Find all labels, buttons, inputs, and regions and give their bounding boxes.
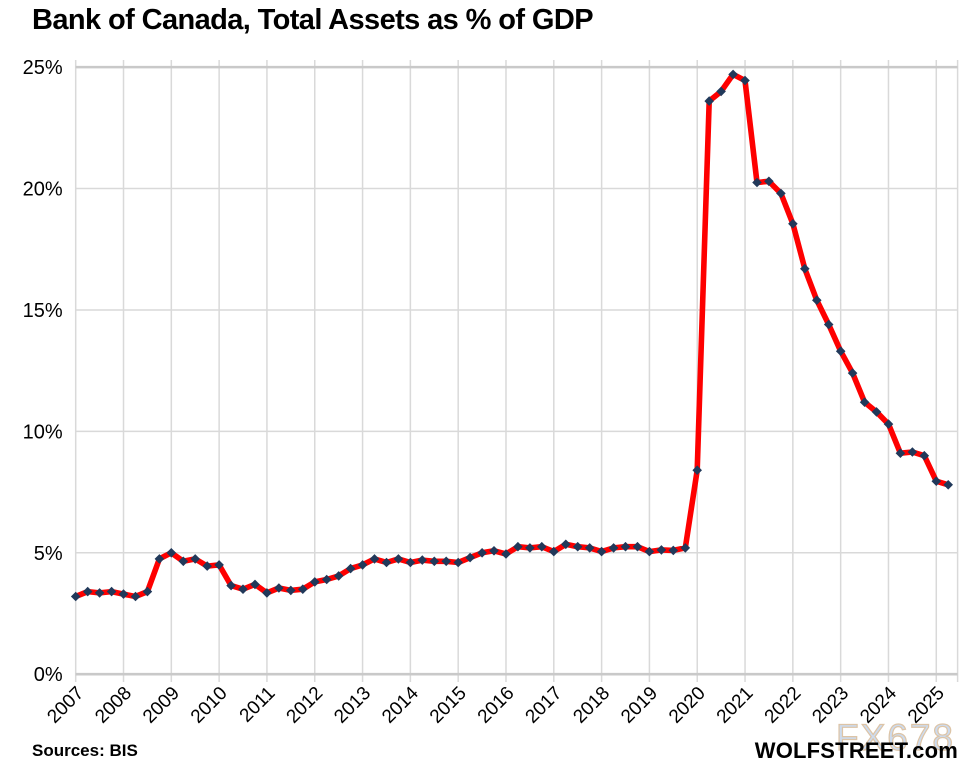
x-tick-label: 2011	[236, 683, 280, 727]
x-tick-label: 2013	[330, 683, 375, 728]
wolfstreet-branding: WOLFSTREET.com	[754, 738, 958, 763]
x-tick-label: 2018	[569, 683, 614, 728]
data-line	[72, 71, 952, 600]
y-tick-label: 15%	[23, 300, 63, 322]
x-tick-label: 2007	[43, 683, 88, 728]
x-tick-label: 2017	[522, 683, 567, 728]
x-tick-label: 2021	[713, 683, 758, 728]
x-tick-label: 2009	[139, 683, 184, 728]
y-tick-label: 20%	[23, 179, 63, 201]
x-tick-label: 2008	[91, 683, 136, 728]
sources-label: Sources: BIS	[32, 741, 138, 760]
x-tick-label: 2019	[617, 683, 662, 728]
data-point-markers	[70, 69, 953, 602]
x-tick-label: 2020	[665, 683, 710, 728]
fx678-watermark: FX678	[835, 717, 956, 758]
x-tick-label: 2014	[378, 683, 423, 728]
x-tick-label: 2022	[761, 683, 806, 728]
y-tick-label: 5%	[34, 543, 63, 565]
x-tick-label: 2015	[426, 683, 471, 728]
x-tick-label: 2016	[474, 683, 519, 728]
y-tick-label: 0%	[34, 664, 63, 686]
x-tick-label: 2012	[283, 683, 328, 728]
y-tick-label: 25%	[23, 57, 63, 79]
y-tick-label: 10%	[23, 421, 63, 443]
chart-title: Bank of Canada, Total Assets as % of GDP	[32, 4, 594, 36]
x-tick-label: 2010	[187, 683, 232, 728]
